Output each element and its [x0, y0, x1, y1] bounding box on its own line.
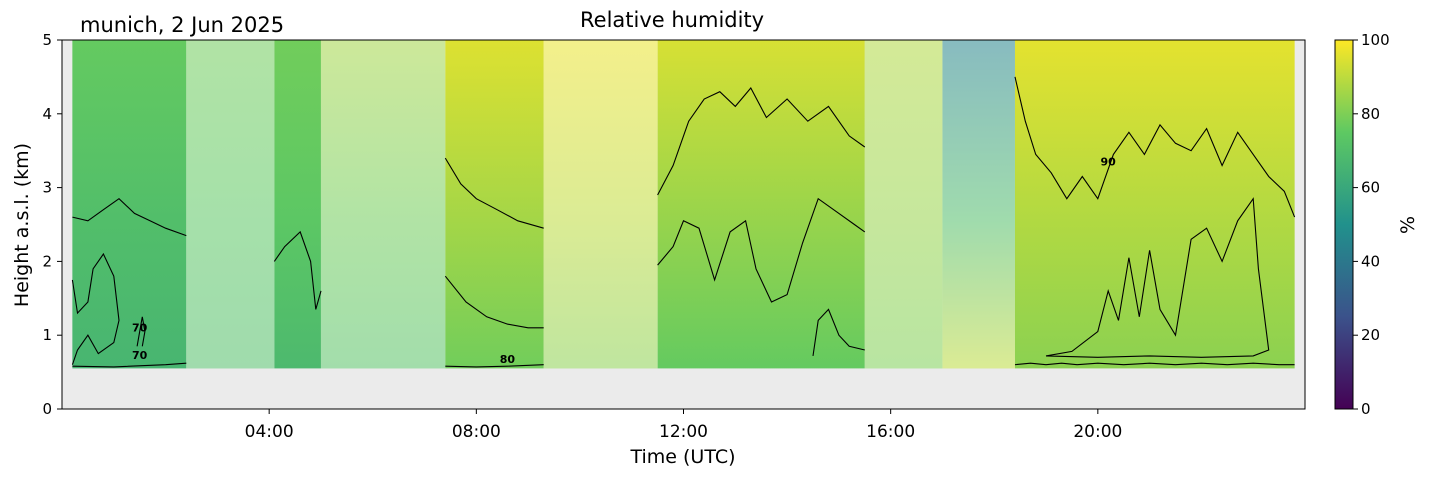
heatmap-column [186, 40, 275, 369]
heatmap-column [864, 40, 943, 369]
masked-region [186, 40, 275, 369]
masked-region [320, 40, 446, 369]
masked-region-layer [186, 40, 1015, 369]
contour-line-80 [1045, 197, 1270, 358]
contour-line-70 [812, 308, 865, 356]
heatmap-column [445, 40, 544, 369]
contour-line-90 [1014, 76, 1296, 218]
contour-line-80 [445, 364, 544, 368]
plot-area: 70 70 80 90 [61, 39, 1306, 410]
contour-line-70 [71, 252, 120, 365]
contour-label: 70 [132, 322, 148, 335]
x-tick-label: 08:00 [452, 422, 501, 442]
colorbar-tick-label: 20 [1361, 326, 1380, 344]
heatmap-column [657, 40, 865, 369]
y-axis-label: Height a.s.l. (km) [11, 143, 33, 307]
colorbar-ticks: 0 20 40 60 80 100 [1353, 31, 1390, 418]
page-title: Relative humidity [580, 8, 765, 32]
y-axis: 0 1 2 3 4 5 [42, 31, 62, 418]
contour-line-80 [72, 197, 187, 237]
heatmap-column [1014, 40, 1295, 369]
contour-line-90 [657, 87, 866, 196]
masked-region [864, 40, 1015, 369]
contour-layer: 70 70 80 90 [71, 76, 1296, 368]
colorbar-tick-label: 80 [1361, 105, 1380, 123]
x-tick-label: 20:00 [1073, 422, 1122, 442]
x-tick-label: 12:00 [659, 422, 708, 442]
y-tick-label: 1 [42, 326, 52, 344]
colorbar-tick-label: 60 [1361, 179, 1380, 197]
colorbar-label: % [1397, 216, 1419, 234]
colorbar-tick-label: 0 [1361, 400, 1371, 418]
y-tick-label: 2 [42, 252, 52, 270]
heatmap-column [274, 40, 321, 369]
heatmap-column [543, 40, 658, 369]
contour-label: 90 [1101, 155, 1117, 168]
contour-line-70 [136, 316, 146, 347]
heatmap-layer [72, 40, 1295, 369]
colorbar: 0 20 40 60 80 100 % [1334, 31, 1419, 418]
contour-line-80 [273, 230, 322, 310]
x-tick-label: 16:00 [866, 422, 915, 442]
contour-line-80 [657, 197, 866, 303]
colorbar-tick-label: 100 [1361, 31, 1390, 49]
heatmap-column [72, 40, 187, 369]
colorbar-gradient [1334, 39, 1354, 410]
x-axis: 04:00 08:00 12:00 16:00 20:00 [245, 409, 1122, 442]
y-tick-label: 4 [42, 105, 52, 123]
contour-line-80 [72, 362, 187, 368]
y-tick-label: 0 [42, 400, 52, 418]
contour-line-80 [1014, 362, 1295, 366]
masked-region [543, 40, 658, 369]
y-tick-label: 5 [42, 31, 52, 49]
y-tick-label: 3 [42, 179, 52, 197]
contour-line-90 [444, 157, 544, 229]
colorbar-tick-label: 40 [1361, 252, 1380, 270]
heatmap-column [942, 40, 1015, 369]
heatmap-column [320, 40, 446, 369]
contour-label: 70 [132, 349, 148, 362]
contour-label: 80 [500, 353, 516, 366]
site-date-label: munich, 2 Jun 2025 [80, 13, 285, 37]
contour-line-80 [444, 275, 544, 329]
x-axis-label: Time (UTC) [629, 446, 735, 468]
x-tick-label: 04:00 [245, 422, 294, 442]
